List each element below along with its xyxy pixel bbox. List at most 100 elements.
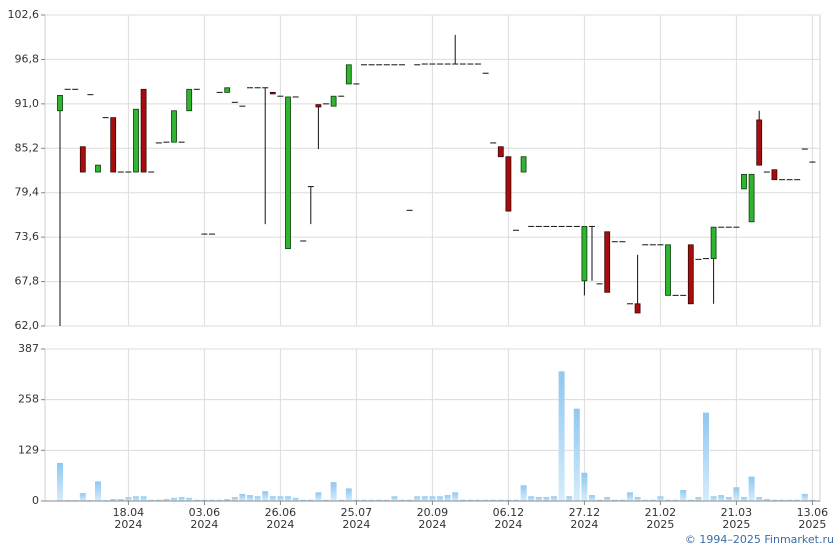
volume-bar [566, 496, 573, 501]
volume-bar [338, 499, 345, 501]
volume-bar [323, 499, 329, 501]
volume-bar [444, 495, 451, 501]
candle-body [171, 110, 177, 143]
volume-bar [710, 496, 717, 501]
volume-bar [452, 492, 459, 501]
volume-bar [596, 499, 603, 501]
volume-bar [680, 490, 687, 501]
candle-body [497, 146, 504, 158]
volume-bar [155, 499, 162, 501]
volume-bar [125, 497, 132, 501]
volume-bar [551, 496, 557, 501]
volume-bar [604, 497, 611, 501]
volume-bar [307, 499, 314, 501]
volume-bar [733, 487, 740, 501]
volume-bar [391, 496, 398, 501]
volume-bar [399, 499, 405, 501]
volume-bar [421, 496, 428, 501]
volume-bar [406, 499, 413, 501]
volume-bar [459, 499, 466, 501]
volume-bar [687, 499, 694, 501]
y-tick-label: 258 [18, 393, 39, 406]
volume-bar [117, 499, 124, 501]
volume-bar [771, 499, 778, 501]
volume-bar [437, 496, 443, 501]
candle-body [710, 226, 717, 259]
volume-bar [490, 499, 497, 501]
candle-body [57, 95, 63, 112]
volume-bar [224, 499, 231, 501]
candle-body [505, 156, 512, 212]
volume-bar [573, 408, 580, 501]
volume-bar [467, 499, 474, 501]
volume-bar [611, 499, 618, 501]
volume-bar [239, 493, 246, 501]
candle-body [110, 117, 117, 173]
y-tick-label: 67,8 [15, 275, 40, 288]
candle-body [345, 64, 352, 85]
volume-bar [231, 497, 238, 501]
candle-body [604, 231, 611, 293]
x-tick-label: 27.12 2024 [568, 506, 601, 531]
volume-bar [779, 499, 785, 501]
candle-body [520, 156, 527, 173]
volume-bar [794, 499, 801, 501]
volume-bar [330, 482, 337, 501]
x-tick-label: 03.06 2024 [188, 506, 221, 531]
volume-bar [277, 496, 284, 501]
volume-bar [216, 499, 223, 501]
volume-bar [285, 496, 291, 501]
x-tick-label: 20.09 2024 [416, 506, 449, 531]
candle-body [741, 173, 747, 190]
volume-bar [57, 462, 63, 501]
volume-bar [133, 496, 139, 501]
x-tick-label: 26.06 2024 [264, 506, 297, 531]
volume-bar [695, 497, 702, 501]
y-tick-label: 73,6 [15, 230, 40, 243]
volume-bar [657, 496, 664, 501]
candle-body [269, 91, 276, 95]
volume-bar [79, 493, 86, 501]
volume-bar [201, 499, 208, 501]
candle-body [748, 173, 755, 223]
y-tick-label: 79,4 [15, 186, 40, 199]
volume-bar [383, 499, 390, 501]
y-tick-label: 0 [32, 494, 39, 507]
volume-bar [353, 499, 360, 501]
volume-bar [725, 497, 732, 501]
volume-bar [368, 499, 375, 501]
volume-bar [748, 476, 755, 501]
candle-body [285, 96, 291, 250]
candle-body [140, 88, 147, 173]
y-tick-label: 129 [18, 443, 39, 456]
x-tick-label: 25.07 2024 [340, 506, 373, 531]
candle-body [687, 244, 694, 305]
candle-body [581, 226, 588, 282]
volume-bar [269, 496, 276, 501]
volume-bar [535, 497, 542, 501]
volume-bar [110, 499, 117, 501]
volume-bar [376, 499, 383, 501]
volume-bar [254, 496, 261, 501]
volume-bar [619, 499, 626, 501]
volume-bar [209, 499, 215, 501]
y-tick-label: 85,2 [15, 141, 40, 154]
candle-body [771, 169, 778, 181]
volume-bar [247, 495, 253, 501]
volume-bar [482, 499, 489, 501]
volume-bar [315, 492, 322, 501]
volume-bar [475, 499, 481, 501]
x-tick-label: 21.03 2025 [720, 506, 753, 531]
candle-body [756, 119, 763, 166]
volume-bar [140, 496, 147, 501]
volume-bar [414, 496, 421, 501]
volume-bar [178, 497, 185, 501]
volume-bar [665, 499, 671, 501]
volume-bar [262, 491, 269, 501]
volume-bar [361, 499, 367, 501]
volume-bar [429, 496, 436, 501]
volume-bar [193, 499, 200, 501]
volume-bar [148, 499, 155, 501]
